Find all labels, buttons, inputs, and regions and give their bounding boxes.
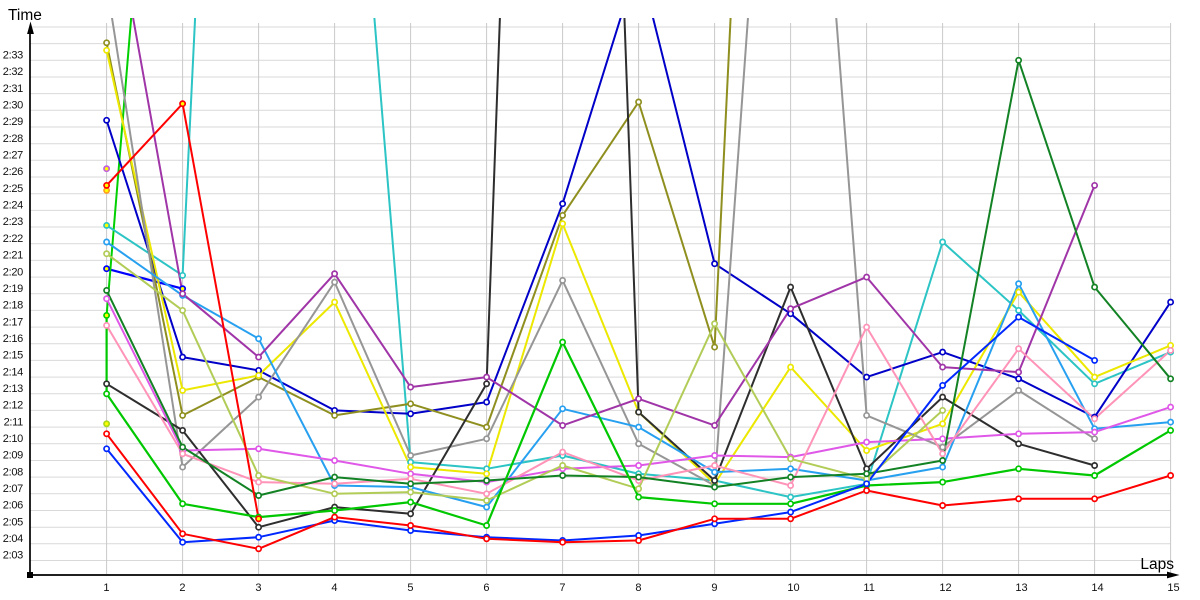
svg-text:6: 6	[483, 582, 489, 594]
svg-text:2:19: 2:19	[3, 283, 23, 295]
svg-text:2: 2	[179, 582, 185, 594]
svg-text:2:31: 2:31	[3, 83, 23, 95]
svg-text:2:26: 2:26	[3, 166, 23, 178]
svg-text:Time: Time	[8, 7, 42, 24]
svg-text:2:08: 2:08	[3, 466, 23, 478]
svg-text:1: 1	[103, 582, 109, 594]
svg-text:2:32: 2:32	[3, 66, 23, 78]
svg-text:2:10: 2:10	[3, 433, 23, 445]
svg-text:2:29: 2:29	[3, 116, 23, 128]
svg-text:2:06: 2:06	[3, 500, 23, 512]
svg-text:2:21: 2:21	[3, 250, 23, 262]
svg-text:5: 5	[407, 582, 413, 594]
svg-text:12: 12	[939, 582, 951, 594]
svg-text:2:11: 2:11	[4, 416, 24, 428]
svg-text:10: 10	[787, 582, 799, 594]
svg-text:2:12: 2:12	[3, 400, 23, 412]
svg-text:2:16: 2:16	[3, 333, 23, 345]
svg-text:15: 15	[1167, 582, 1179, 594]
svg-text:2:04: 2:04	[3, 533, 23, 545]
svg-text:13: 13	[1015, 582, 1027, 594]
svg-text:2:09: 2:09	[3, 450, 23, 462]
svg-text:4: 4	[331, 582, 337, 594]
svg-text:2:28: 2:28	[3, 133, 23, 145]
svg-text:2:14: 2:14	[3, 366, 23, 378]
svg-text:2:05: 2:05	[3, 516, 23, 528]
svg-text:11: 11	[863, 582, 874, 594]
svg-text:3: 3	[255, 582, 261, 594]
svg-text:2:24: 2:24	[3, 200, 23, 212]
svg-text:2:22: 2:22	[3, 233, 23, 245]
svg-text:2:25: 2:25	[3, 183, 23, 195]
svg-text:2:33: 2:33	[3, 50, 23, 62]
svg-text:2:27: 2:27	[3, 150, 23, 162]
svg-text:2:20: 2:20	[3, 266, 23, 278]
svg-text:7: 7	[559, 582, 565, 594]
svg-text:2:07: 2:07	[3, 483, 23, 495]
svg-text:2:03: 2:03	[3, 550, 23, 562]
svg-text:2:18: 2:18	[3, 300, 23, 312]
svg-text:Laps: Laps	[1140, 556, 1174, 573]
svg-text:14: 14	[1091, 582, 1103, 594]
svg-text:2:23: 2:23	[3, 216, 23, 228]
svg-text:2:13: 2:13	[3, 383, 23, 395]
svg-text:8: 8	[635, 582, 641, 594]
svg-text:9: 9	[711, 582, 717, 594]
svg-text:2:30: 2:30	[3, 100, 23, 112]
svg-text:2:17: 2:17	[3, 316, 23, 328]
svg-text:2:15: 2:15	[3, 350, 23, 362]
